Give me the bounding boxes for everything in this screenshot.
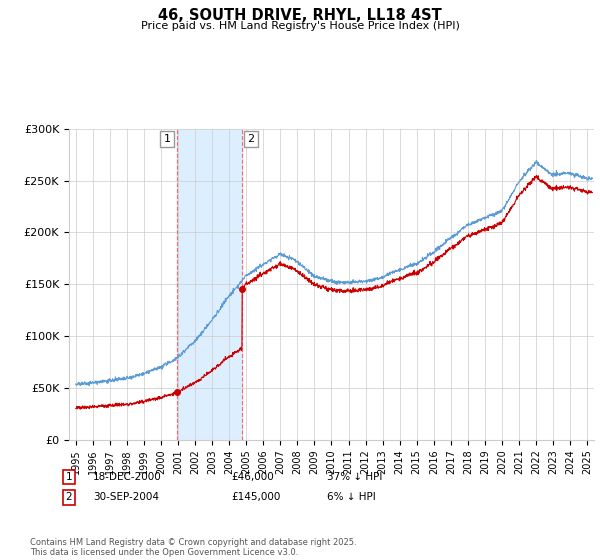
- Text: Price paid vs. HM Land Registry's House Price Index (HPI): Price paid vs. HM Land Registry's House …: [140, 21, 460, 31]
- Text: 1: 1: [65, 472, 73, 482]
- Text: 2: 2: [65, 492, 73, 502]
- Text: 37% ↓ HPI: 37% ↓ HPI: [327, 472, 382, 482]
- Text: Contains HM Land Registry data © Crown copyright and database right 2025.
This d: Contains HM Land Registry data © Crown c…: [30, 538, 356, 557]
- Text: 1: 1: [164, 134, 170, 144]
- Text: 30-SEP-2004: 30-SEP-2004: [93, 492, 159, 502]
- Text: £46,000: £46,000: [231, 472, 274, 482]
- Text: 2: 2: [247, 134, 254, 144]
- Text: 46, SOUTH DRIVE, RHYL, LL18 4ST: 46, SOUTH DRIVE, RHYL, LL18 4ST: [158, 8, 442, 24]
- Text: 6% ↓ HPI: 6% ↓ HPI: [327, 492, 376, 502]
- Text: £145,000: £145,000: [231, 492, 280, 502]
- Bar: [178, 129, 242, 440]
- Text: 18-DEC-2000: 18-DEC-2000: [93, 472, 162, 482]
